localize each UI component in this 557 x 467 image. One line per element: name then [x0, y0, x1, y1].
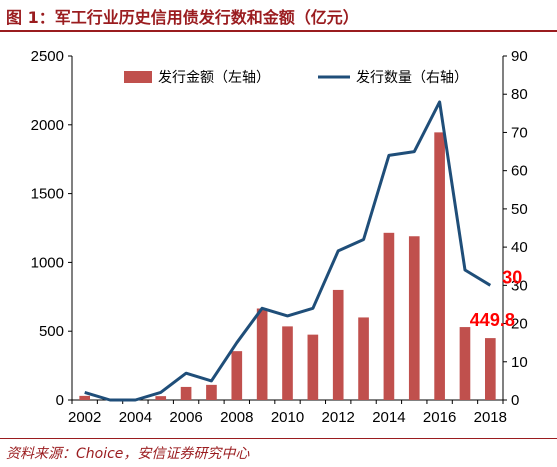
bar-2012 [332, 289, 344, 400]
x-tick-label: 2002 [68, 409, 101, 426]
x-tick-label: 2014 [372, 409, 405, 426]
source-divider [0, 438, 557, 439]
legend-label-line: 发行数量（右轴） [356, 69, 468, 85]
legend-label-bar: 发行金额（左轴） [158, 69, 270, 85]
source-note: 资料来源：Choice，安信证券研究中心 [6, 446, 250, 462]
bar-2005 [155, 396, 167, 400]
y-right-tick-label: 50 [511, 201, 528, 218]
title-divider [0, 30, 557, 32]
bar-2013 [358, 317, 369, 400]
bar-2008 [231, 351, 243, 400]
y-left-tick-label: 1500 [31, 186, 64, 203]
line-series-count [84, 100, 492, 402]
y-right-tick-label: 60 [511, 163, 528, 180]
y-right-tick-label: 0 [511, 392, 519, 409]
y-left-tick-label: 1000 [31, 254, 64, 271]
bar-2014 [383, 232, 395, 400]
x-tick-label: 2012 [322, 409, 355, 426]
y-left-tick-label: 2000 [31, 117, 64, 134]
y-right-tick-label: 30 [511, 277, 528, 294]
y-right-tick-label: 20 [511, 316, 528, 333]
bar-2010 [282, 326, 293, 400]
bar-2007 [206, 384, 217, 400]
bar-2018 [484, 338, 496, 400]
legend-swatch-bar [124, 71, 152, 83]
y-right-tick-label: 70 [511, 124, 528, 141]
x-tick-label: 2006 [169, 409, 202, 426]
x-tick-label: 2010 [271, 409, 304, 426]
y-right-tick-label: 80 [511, 86, 528, 103]
y-right-tick-label: 40 [511, 239, 528, 256]
y-left-tick-label: 2500 [31, 48, 64, 65]
x-tick-label: 2018 [474, 409, 507, 426]
bar-2011 [307, 334, 319, 400]
bar-2009 [256, 308, 268, 400]
bar-2006 [180, 386, 192, 400]
y-right-tick-label: 90 [511, 48, 528, 65]
bar-2002 [79, 395, 91, 400]
y-right-tick-label: 10 [511, 354, 528, 371]
y-left-tick-label: 0 [56, 392, 64, 409]
data-label-amount-2018: 449.8 [470, 310, 515, 330]
bar-2017 [459, 327, 471, 400]
data-label-count-2018: 30 [502, 267, 522, 287]
title-bar: 图 1：军工行业历史信用债发行数和金额（亿元） [0, 0, 557, 30]
bar-2016 [434, 132, 445, 401]
x-tick-label: 2016 [423, 409, 456, 426]
x-tick-label: 2004 [119, 409, 152, 426]
bar-2015 [408, 236, 420, 400]
y-left-tick-label: 500 [39, 323, 64, 340]
figure-title: 图 1：军工行业历史信用债发行数和金额（亿元） [6, 8, 359, 27]
x-tick-label: 2008 [220, 409, 253, 426]
